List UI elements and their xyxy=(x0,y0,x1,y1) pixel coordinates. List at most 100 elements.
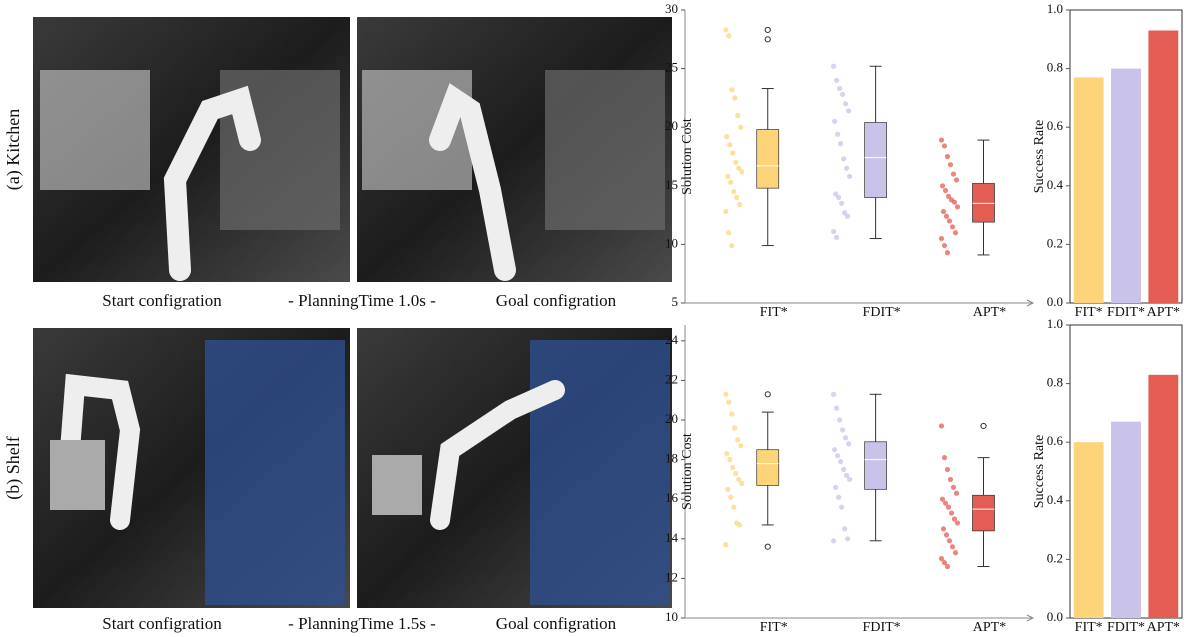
point xyxy=(941,209,946,214)
point xyxy=(952,200,957,205)
point xyxy=(832,447,837,452)
point xyxy=(953,550,958,555)
point xyxy=(831,538,836,543)
point xyxy=(727,457,732,462)
y-tick-label: 30 xyxy=(665,1,678,16)
flier xyxy=(765,27,770,32)
point xyxy=(733,471,738,476)
point xyxy=(726,230,731,235)
x-tick-label: FIT* xyxy=(1075,620,1103,635)
point xyxy=(955,520,960,525)
point xyxy=(729,87,734,92)
point xyxy=(732,425,737,430)
point xyxy=(954,491,959,496)
y-tick-label: 16 xyxy=(665,490,679,505)
bar xyxy=(1074,442,1104,618)
y-tick-label: 20 xyxy=(665,118,678,133)
box xyxy=(757,130,779,189)
flier xyxy=(765,392,770,397)
point xyxy=(734,195,739,200)
point xyxy=(837,86,842,91)
point xyxy=(845,214,850,219)
point xyxy=(948,162,953,167)
caption: Goal configration xyxy=(496,614,617,633)
point xyxy=(939,137,944,142)
point xyxy=(845,536,850,541)
point xyxy=(727,142,732,147)
point xyxy=(724,451,729,456)
flier xyxy=(765,544,770,549)
point xyxy=(953,230,958,235)
y-tick-label: 0.2 xyxy=(1047,235,1063,250)
point xyxy=(947,218,952,223)
point xyxy=(831,64,836,69)
photo-shelf-start xyxy=(33,328,350,608)
box xyxy=(973,495,995,531)
point xyxy=(735,437,740,442)
x-tick-label: FIT* xyxy=(1075,305,1103,320)
point xyxy=(945,467,950,472)
point xyxy=(843,435,848,440)
point xyxy=(723,542,728,547)
point xyxy=(725,174,730,179)
point xyxy=(942,455,947,460)
y-axis-label: Solution Cost xyxy=(680,433,695,510)
point xyxy=(839,201,844,206)
point xyxy=(942,243,947,248)
caption: - PlanningTime 1.5s - xyxy=(288,614,436,633)
point xyxy=(726,33,731,38)
point xyxy=(949,510,954,515)
point xyxy=(847,174,852,179)
point xyxy=(733,160,738,165)
point xyxy=(948,477,953,482)
point xyxy=(839,505,844,510)
y-tick-label: 0.4 xyxy=(1047,177,1064,192)
point xyxy=(737,202,742,207)
point xyxy=(940,183,945,188)
bar xyxy=(1148,31,1178,303)
point xyxy=(836,195,841,200)
bar xyxy=(1111,422,1141,618)
point xyxy=(945,154,950,159)
caption: Start configration xyxy=(102,291,222,310)
photo-shelf-goal xyxy=(357,328,672,608)
y-tick-label: 0.0 xyxy=(1047,294,1063,309)
point xyxy=(844,166,849,171)
point xyxy=(730,465,735,470)
point xyxy=(739,169,744,174)
x-tick-label: FDIT* xyxy=(1107,305,1145,320)
point xyxy=(843,101,848,106)
x-tick-label: FIT* xyxy=(760,620,788,635)
point xyxy=(729,243,734,248)
x-tick-label: FIT* xyxy=(760,305,788,320)
y-tick-label: 0.2 xyxy=(1047,550,1063,565)
point xyxy=(731,189,736,194)
y-tick-label: 12 xyxy=(665,569,678,584)
point xyxy=(947,538,952,543)
flier xyxy=(981,423,986,428)
point xyxy=(846,441,851,446)
point xyxy=(944,532,949,537)
point xyxy=(835,453,840,458)
y-axis-label: Success Rate xyxy=(1032,120,1047,193)
y-tick-label: 10 xyxy=(665,235,678,250)
point xyxy=(738,443,743,448)
x-tick-label: APT* xyxy=(973,305,1006,320)
point xyxy=(954,177,959,182)
point xyxy=(834,406,839,411)
point xyxy=(728,495,733,500)
point xyxy=(732,95,737,100)
point xyxy=(946,505,951,510)
point xyxy=(735,113,740,118)
point xyxy=(739,481,744,486)
y-tick-label: 14 xyxy=(665,530,679,545)
point xyxy=(726,400,731,405)
point xyxy=(723,209,728,214)
point xyxy=(943,188,948,193)
y-tick-label: 1.0 xyxy=(1047,316,1063,331)
y-tick-label: 10 xyxy=(665,609,678,624)
y-tick-label: 0.6 xyxy=(1047,118,1064,133)
box xyxy=(973,183,995,222)
y-tick-label: 18 xyxy=(665,451,678,466)
point xyxy=(738,125,743,130)
